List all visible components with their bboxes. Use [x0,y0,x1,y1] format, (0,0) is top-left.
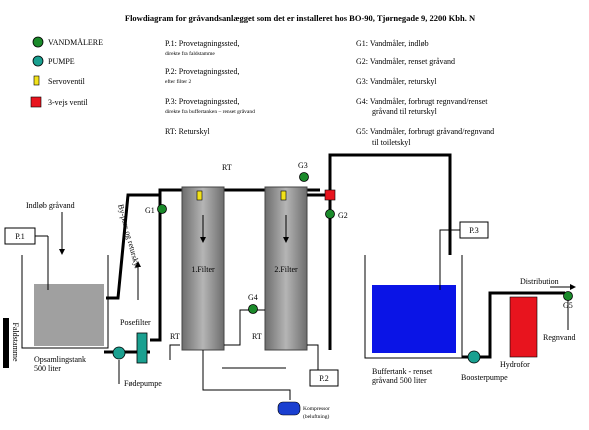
filter-label: 1.Filter [191,265,215,274]
booster-label: Boosterpumpe [461,373,508,382]
buffer-outline [364,255,463,359]
sample-note: direkte fra faldstamme [165,50,215,57]
meter-label: G3 [298,161,308,170]
three-way-valve [324,189,336,201]
p2-box [309,369,339,387]
compressor-label: (beluftning) [303,413,329,420]
meter-symbol [32,36,44,48]
meter [157,204,167,214]
rt-label: RT [252,332,262,341]
hydrophore [509,296,538,358]
bag-filter [136,332,148,364]
meter-label: G2 [338,211,348,220]
filter-label: 2.Filter [274,265,298,274]
meter-desc: G2: Vandmåler, renset gråvand [356,57,455,66]
tank-outline [21,255,109,349]
compressor [277,401,301,416]
meter-desc: G4: Vandmåler, forbrugt regnvand/renset [356,97,488,106]
pump-label: Fødepumpe [124,379,162,388]
tank-label: Opsamlingstank [34,355,86,364]
meter [563,291,573,301]
hydrophore-label: Hydrofor [500,360,530,369]
downpipe [3,318,9,368]
meter-label: G1 [145,206,155,215]
valve-symbol [30,96,42,108]
legend-symbol: PUMPE [48,57,75,66]
rt-label: RT [170,332,180,341]
air-pipe [202,350,291,400]
bypass-pipe [106,193,160,300]
downpipe-label: Faldstamme [11,322,20,362]
filter-label: Posefilter [120,318,151,327]
meter-label: G4 [248,293,258,302]
meter-desc: G3: Vandmåler, returskyl [356,77,437,86]
pipe [169,344,180,360]
meter [299,172,309,182]
meter-desc: til toiletskyl [372,138,411,147]
bypass-label: By-pass og returskyl [116,203,142,270]
servo-valve [280,190,287,201]
filter-1 [181,186,225,351]
booster-pump [467,350,481,364]
compressor-label: Kompressor [303,406,330,412]
meter [248,304,258,314]
p1-label: P.1 [15,232,25,241]
legend-symbol: Servoventil [48,77,86,86]
pipe [307,344,319,372]
legend-symbol: 3-vejs ventil [48,98,89,107]
feed-pump [112,346,126,360]
distribution-label: Distribution [520,277,559,286]
feed-pipe [150,188,320,342]
inlet-label: Indløb gråvand [26,201,75,210]
meter-desc: G5: Vandmåler, forbrugt gråvand/regnvand [356,127,494,136]
filter-2 [264,186,308,351]
sample-point: P.1: Provetagningssted, [165,39,239,48]
p2-label: P.2 [319,374,329,383]
p3-line [439,229,460,290]
legend-symbol: VANDMÅLERE [48,38,103,47]
tank-label: 500 liter [34,364,61,373]
outlet-pipe [307,153,452,255]
tank-water [34,284,104,346]
sample-point: P.2: Provetagningssted, [165,67,239,76]
rt-label: RT [222,163,232,172]
buffer-label: gråvand 500 liter [372,376,427,385]
buffer-water [372,285,456,353]
sample-note: efter filter 2 [165,78,192,85]
meter [325,209,335,219]
rainwater-label: Regnvand [543,333,575,342]
sample-point: P.3: Provetagningssted, [165,97,239,106]
title: Flowdiagram for gråvandsanlægget som det… [125,13,476,23]
meter-desc: gråvand til returskyl [372,107,438,116]
meter-desc: G1: Vandmåler, indløb [356,39,429,48]
servo-symbol [33,75,40,86]
pump-symbol [32,55,44,67]
sample-note: direkte fra buffertanken – renset gråvan… [165,108,255,115]
p3-label: P.3 [469,226,479,235]
buffer-label: Buffertank - renset [372,367,433,376]
servo-valve [196,190,203,201]
return-flush: RT: Returskyl [165,127,210,136]
